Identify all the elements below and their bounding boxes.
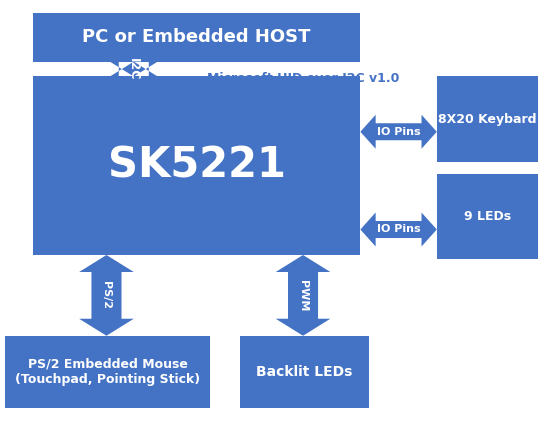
- Bar: [437, 76, 538, 162]
- Text: 8X20 Keybard: 8X20 Keybard: [438, 113, 537, 125]
- Polygon shape: [360, 212, 437, 246]
- Bar: [33, 13, 360, 62]
- Polygon shape: [106, 60, 161, 79]
- Text: 9 LEDs: 9 LEDs: [464, 210, 511, 223]
- Text: IO Pins: IO Pins: [377, 127, 420, 137]
- Bar: [240, 336, 369, 408]
- Bar: [33, 76, 360, 255]
- Text: IO Pins: IO Pins: [377, 224, 420, 235]
- Polygon shape: [276, 255, 330, 336]
- Text: PS/2: PS/2: [102, 281, 111, 309]
- Polygon shape: [360, 115, 437, 149]
- Text: PC or Embedded HOST: PC or Embedded HOST: [82, 28, 311, 46]
- Text: SK5221: SK5221: [108, 145, 286, 187]
- Text: Microsoft HID over I2C v1.0: Microsoft HID over I2C v1.0: [207, 72, 400, 85]
- Text: PS/2 Embedded Mouse
(Touchpad, Pointing Stick): PS/2 Embedded Mouse (Touchpad, Pointing …: [15, 358, 200, 386]
- Polygon shape: [79, 255, 134, 336]
- Text: Backlit LEDs: Backlit LEDs: [256, 365, 353, 379]
- Text: I2C: I2C: [127, 58, 140, 80]
- Bar: [437, 174, 538, 259]
- Text: PWM: PWM: [298, 280, 308, 311]
- Bar: [5, 336, 210, 408]
